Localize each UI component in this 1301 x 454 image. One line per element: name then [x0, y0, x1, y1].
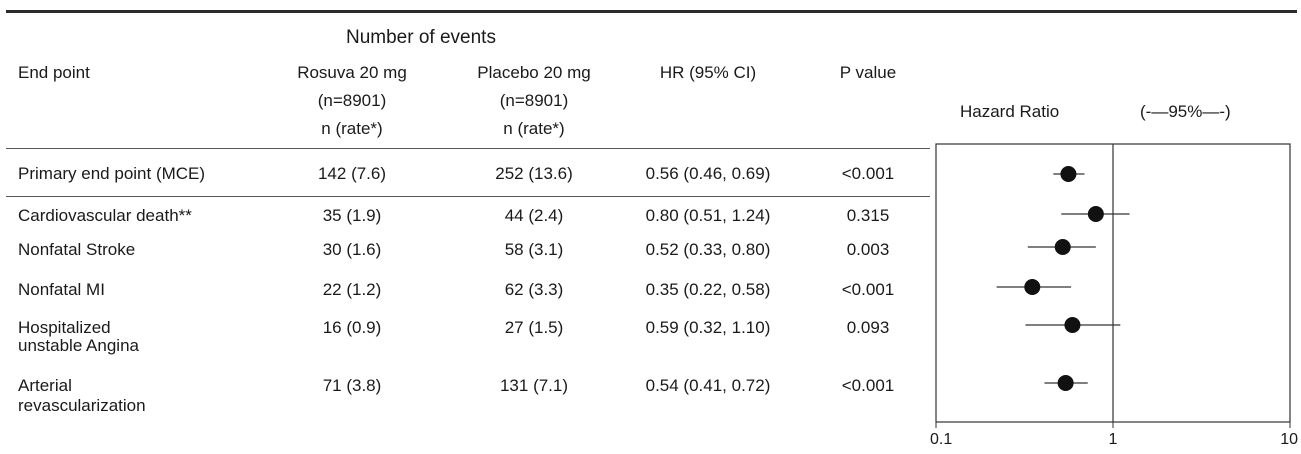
col-header-rosuva-rate: n (rate*) — [321, 119, 383, 138]
hr-point — [1057, 375, 1074, 391]
cell-rosuva: 35 (1.9) — [322, 206, 382, 225]
x-tick-label: 10 — [1280, 431, 1298, 448]
row-label-mi: Nonfatal MI — [18, 280, 105, 299]
plot-title: Hazard Ratio — [960, 102, 1060, 121]
cell-hr: 0.59 (0.32, 1.10) — [645, 318, 771, 337]
cell-pvalue: 0.315 — [846, 206, 890, 225]
hr-point — [1060, 166, 1077, 182]
cell-placebo: 27 (1.5) — [504, 318, 564, 337]
col-header-pvalue: P value — [839, 63, 897, 82]
plot-ci-legend: (-—95%—-) — [1140, 102, 1231, 121]
cell-pvalue: <0.001 — [841, 280, 895, 299]
row-label-stroke: Nonfatal Stroke — [18, 240, 136, 259]
cell-pvalue: <0.001 — [841, 164, 895, 183]
row-label-primary: Primary end point (MCE) — [18, 164, 206, 183]
cell-rosuva: 22 (1.2) — [322, 280, 382, 299]
cell-pvalue: <0.001 — [841, 376, 895, 395]
x-tick-label: 0.1 — [930, 431, 952, 448]
cell-placebo: 44 (2.4) — [504, 206, 564, 225]
cell-placebo: 252 (13.6) — [495, 164, 573, 183]
row-label-angina-2: unstable Angina — [18, 336, 139, 355]
cell-rosuva: 71 (3.8) — [322, 376, 382, 395]
cell-rosuva: 30 (1.6) — [322, 240, 382, 259]
row-label-angina-1: Hospitalized — [18, 318, 111, 337]
cell-hr: 0.52 (0.33, 0.80) — [645, 240, 771, 259]
x-tick-label: 1 — [1109, 431, 1118, 448]
header-rule — [6, 148, 930, 149]
col-header-hr: HR (95% CI) — [659, 63, 757, 82]
row-label-revasc-2: revascularization — [18, 396, 146, 415]
col-header-rosuva-name: Rosuva 20 mg — [297, 63, 407, 82]
hr-point — [1054, 239, 1071, 255]
col-header-endpoint: End point — [18, 63, 90, 82]
cell-hr: 0.35 (0.22, 0.58) — [645, 280, 771, 299]
col-header-placebo-rate: n (rate*) — [503, 119, 565, 138]
cell-hr: 0.54 (0.41, 0.72) — [645, 376, 771, 395]
cell-hr: 0.80 (0.51, 1.24) — [645, 206, 771, 225]
cell-placebo: 62 (3.3) — [504, 280, 564, 299]
cell-pvalue: 0.003 — [846, 240, 890, 259]
cell-placebo: 131 (7.1) — [499, 376, 569, 395]
row-label-revasc-1: Arterial — [18, 376, 72, 395]
hr-point — [1064, 317, 1081, 333]
cell-rosuva: 142 (7.6) — [317, 164, 387, 183]
hr-point — [1087, 206, 1104, 222]
forest-plot: 0.1 1 10 — [930, 143, 1298, 448]
hr-point — [1024, 279, 1041, 295]
primary-rule — [6, 196, 930, 197]
col-header-placebo-n: (n=8901) — [499, 91, 569, 110]
col-header-rosuva-n: (n=8901) — [317, 91, 387, 110]
group-header: Number of events — [346, 27, 496, 48]
cell-pvalue: 0.093 — [846, 318, 890, 337]
cell-placebo: 58 (3.1) — [504, 240, 564, 259]
col-header-placebo-name: Placebo 20 mg — [477, 63, 591, 82]
row-label-cv-death: Cardiovascular death** — [18, 206, 192, 225]
cell-rosuva: 16 (0.9) — [322, 318, 382, 337]
top-rule — [6, 10, 1297, 13]
cell-hr: 0.56 (0.46, 0.69) — [645, 164, 771, 183]
